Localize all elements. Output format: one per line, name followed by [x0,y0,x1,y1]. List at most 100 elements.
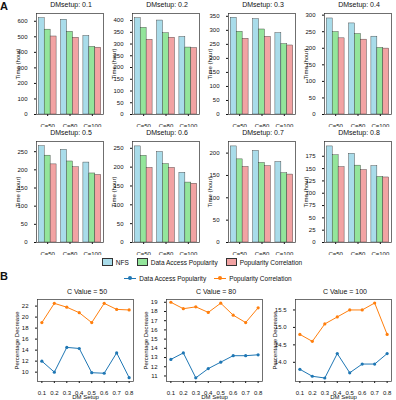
svg-text:200: 200 [113,164,124,170]
svg-text:50: 50 [309,95,316,101]
svg-text:Percentage Decrease: Percentage Decrease [14,311,20,370]
svg-text:22: 22 [22,303,29,309]
svg-text:C=80: C=80 [351,251,366,255]
svg-text:0: 0 [120,239,124,245]
svg-text:175: 175 [305,153,316,159]
svg-text:0: 0 [216,111,220,117]
svg-text:C=50: C=50 [40,123,55,127]
svg-text:250: 250 [113,145,124,151]
svg-text:DM Setup: DM Setup [330,394,357,400]
svg-text:C=80: C=80 [159,251,174,255]
svg-text:0.8: 0.8 [383,390,392,396]
svg-text:100: 100 [209,83,220,89]
svg-text:0: 0 [312,239,316,245]
svg-text:Time (hour): Time (hour) [303,177,309,208]
svg-text:C=50: C=50 [136,123,151,127]
svg-text:0.8: 0.8 [125,390,134,396]
svg-text:50: 50 [21,221,28,227]
svg-text:Time (hour): Time (hour) [303,49,309,80]
svg-text:50: 50 [213,97,220,103]
svg-text:250: 250 [305,29,316,35]
svg-text:350: 350 [113,29,124,35]
svg-text:500: 500 [17,34,28,40]
svg-text:0.8: 0.8 [254,390,263,396]
svg-text:150: 150 [305,166,316,172]
svg-text:C=50: C=50 [232,123,247,127]
svg-text:0.6: 0.6 [100,390,109,396]
svg-text:50: 50 [309,215,316,221]
svg-text:Time (hour): Time (hour) [15,49,21,80]
svg-text:0: 0 [24,239,28,245]
svg-text:C=50: C=50 [328,251,343,255]
svg-text:0.1: 0.1 [296,390,305,396]
svg-text:Time (hour): Time (hour) [15,177,21,208]
svg-text:Time (hour): Time (hour) [111,49,117,80]
svg-text:0.7: 0.7 [370,390,379,396]
svg-text:16: 16 [151,327,158,333]
svg-text:0.3: 0.3 [321,390,330,396]
svg-text:0.1: 0.1 [38,390,47,396]
svg-text:0.6: 0.6 [229,390,238,396]
svg-text:200: 200 [17,167,28,173]
svg-text:400: 400 [113,17,124,23]
svg-text:200: 200 [209,150,220,156]
svg-text:DM Setup: DM Setup [201,394,228,400]
svg-text:0: 0 [312,111,316,117]
svg-text:Time (hour): Time (hour) [207,177,213,208]
svg-text:C=50: C=50 [40,251,55,255]
svg-text:C=80: C=80 [351,123,366,127]
svg-text:25: 25 [309,227,316,233]
svg-text:0.2: 0.2 [179,390,188,396]
svg-text:C=100: C=100 [275,123,294,127]
svg-text:11: 11 [151,373,158,379]
svg-text:C=50: C=50 [328,123,343,127]
svg-text:C=50: C=50 [232,251,247,255]
svg-text:300: 300 [113,41,124,47]
svg-text:350: 350 [209,13,220,19]
svg-text:C=100: C=100 [83,123,102,127]
svg-text:0.3: 0.3 [192,390,201,396]
svg-text:C=100: C=100 [179,251,198,255]
svg-text:C=80: C=80 [255,251,270,255]
svg-text:300: 300 [209,27,220,33]
svg-text:10: 10 [22,369,29,375]
svg-text:Percentage Decrease: Percentage Decrease [272,311,278,370]
svg-text:0.6: 0.6 [358,390,367,396]
svg-text:16: 16 [22,336,29,342]
svg-text:50: 50 [117,221,124,227]
svg-text:13: 13 [151,354,158,360]
svg-text:0.2: 0.2 [50,390,59,396]
svg-text:100: 100 [113,88,124,94]
svg-text:C=100: C=100 [179,123,198,127]
svg-text:250: 250 [17,149,28,155]
svg-text:C=80: C=80 [255,123,270,127]
svg-text:17: 17 [151,318,158,324]
svg-text:Time (hour): Time (hour) [111,177,117,208]
svg-text:0: 0 [216,239,220,245]
svg-text:C=100: C=100 [275,251,294,255]
svg-text:18: 18 [22,325,29,331]
svg-text:12: 12 [22,358,29,364]
svg-text:20: 20 [22,314,29,320]
svg-text:0.7: 0.7 [241,390,250,396]
svg-text:300: 300 [305,12,316,18]
svg-text:C=100: C=100 [371,123,390,127]
svg-text:100: 100 [17,96,28,102]
svg-text:14: 14 [151,345,158,351]
svg-text:0: 0 [120,111,124,117]
svg-text:C=80: C=80 [63,123,78,127]
svg-text:19: 19 [151,299,158,305]
svg-text:12: 12 [151,364,158,370]
svg-text:0.2: 0.2 [308,390,317,396]
svg-text:0: 0 [24,111,28,117]
svg-text:250: 250 [209,41,220,47]
svg-text:50: 50 [117,100,124,106]
svg-text:15: 15 [151,336,158,342]
svg-text:0.7: 0.7 [112,390,121,396]
svg-text:50: 50 [213,217,220,223]
svg-text:75: 75 [309,202,316,208]
svg-text:0.3: 0.3 [63,390,72,396]
svg-text:200: 200 [17,80,28,86]
svg-text:C=80: C=80 [63,251,78,255]
svg-text:C=80: C=80 [159,123,174,127]
